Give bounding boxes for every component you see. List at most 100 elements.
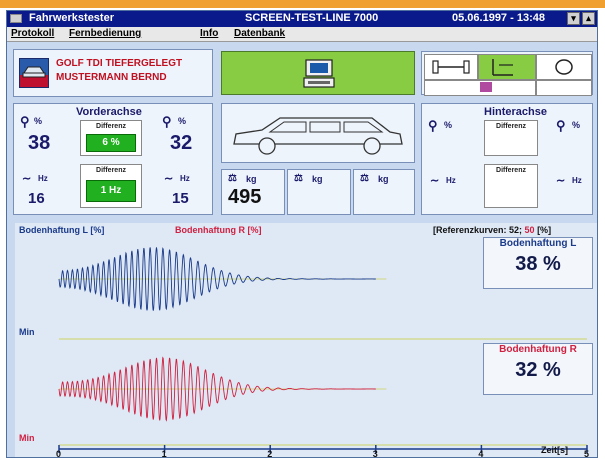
weight-rear-box: ⚖ kg: [287, 169, 351, 215]
weight-front-icon: ⚖: [228, 173, 237, 184]
rear-axle-panel: Hinterachse ⚲ % ⚲ % Differenz ∼ Hz ∼ Hz …: [421, 103, 593, 215]
center-title: SCREEN-TEST-LINE 7000: [245, 12, 379, 24]
reference-label: [Referenzkurven: 52; 50 [%]: [433, 225, 551, 235]
system-menu-button[interactable]: [10, 14, 22, 23]
rear-frequency-left-icon: ∼: [430, 175, 440, 187]
system-status-panel: [221, 51, 415, 95]
top-accent-bar: [0, 0, 605, 8]
maximize-button[interactable]: ▴: [582, 12, 595, 25]
menu-info[interactable]: Info: [200, 28, 219, 39]
vehicle-owner: MUSTERMANN BERND: [56, 72, 167, 83]
reference-separator: ;: [519, 225, 525, 235]
front-right-hz: 15: [172, 190, 189, 207]
front-axle-title: Vorderachse: [76, 106, 142, 118]
rear-left-percent-unit: %: [444, 120, 453, 130]
weight-front-unit: kg: [246, 174, 257, 184]
result-right-label: Bodenhaftung R: [499, 344, 577, 355]
suspension-icon: [492, 59, 513, 76]
rear-axle-title: Hinterachse: [484, 106, 547, 118]
rear-diff-label: Differenz: [496, 123, 526, 130]
wheel-icon: [555, 59, 573, 75]
trace-left: [58, 247, 376, 311]
app-title: Fahrwerkstester: [29, 12, 114, 24]
rear-damping-right-icon: ⚲: [556, 118, 566, 133]
legend-left: Bodenhaftung L [%]: [19, 225, 105, 235]
vehicle-model: GOLF TDI TIEFERGELEGT: [56, 58, 183, 69]
x-axis-label: Zeit[s]: [541, 445, 568, 455]
rear-diff-hz-box: Differenz: [484, 164, 538, 208]
maximize-icon: ▴: [586, 13, 591, 23]
frequency-right-icon: ∼: [164, 173, 174, 185]
damping-left-icon: ⚲: [20, 114, 30, 129]
legend-right: Bodenhaftung R [%]: [175, 225, 262, 235]
rear-damping-left-icon: ⚲: [428, 118, 438, 133]
x-tick-label-1: 1: [162, 449, 167, 457]
mode-indicator-right: [536, 80, 592, 96]
rear-frequency-right-icon: ∼: [556, 175, 566, 187]
front-left-hz-unit: Hz: [38, 174, 48, 183]
minimize-icon: ▾: [571, 13, 576, 23]
front-right-percent: 32: [170, 132, 193, 154]
rear-diff-percent-box: Differenz: [484, 120, 538, 156]
chart-area: Bodenhaftung L [%] Bodenhaftung R [%] [R…: [15, 223, 597, 457]
chart-canvas: 0 1 2 3 4 5: [56, 247, 589, 457]
menu-fernbedienung[interactable]: Fernbedienung: [69, 28, 142, 39]
mode-wheel-button[interactable]: [536, 54, 592, 80]
damping-right-icon: ⚲: [162, 114, 172, 129]
mode-axle-button[interactable]: [424, 54, 478, 80]
axle-icon: [432, 60, 470, 74]
title-bar: Fahrwerkstester SCREEN-TEST-LINE 7000 05…: [7, 11, 597, 27]
result-left-box: Bodenhaftung L 38 %: [483, 237, 593, 289]
min-label-right: Min: [19, 433, 35, 443]
front-diff-label: Differenz: [96, 123, 126, 130]
front-diff-percent: 6 %: [86, 134, 136, 152]
mode-toolbar: [421, 51, 593, 96]
weight-total-unit: kg: [378, 174, 389, 184]
mode-marker: [480, 82, 492, 92]
result-right-value: 32 %: [515, 359, 561, 381]
x-tick-label-2: 2: [267, 449, 272, 457]
reference-suffix: [%]: [534, 225, 552, 235]
front-diff-hz: 1 Hz: [86, 180, 136, 202]
station-wagon-icon: [233, 117, 403, 155]
result-left-label: Bodenhaftung L: [499, 238, 577, 249]
x-tick-label-5: 5: [584, 449, 589, 457]
minimize-button[interactable]: ▾: [567, 12, 580, 25]
front-left-percent-unit: %: [34, 116, 43, 126]
vehicle-info-panel: GOLF TDI TIEFERGELEGT MUSTERMANN BERND: [13, 49, 213, 97]
rear-right-percent-unit: %: [572, 120, 581, 130]
weight-rear-icon: ⚖: [294, 173, 303, 184]
trace-right: [58, 356, 376, 422]
mode-suspension-button[interactable]: [478, 54, 536, 80]
front-right-hz-unit: Hz: [180, 174, 190, 183]
rear-right-hz-unit: Hz: [572, 176, 582, 185]
weight-rear-unit: kg: [312, 174, 323, 184]
menu-bar: Protokoll Fernbedienung Info Datenbank: [7, 27, 597, 42]
weight-total-icon: ⚖: [360, 173, 369, 184]
front-right-percent-unit: %: [178, 116, 187, 126]
weight-total-box: ⚖ kg: [353, 169, 415, 215]
weight-front-value: 495: [228, 186, 262, 208]
rear-left-hz-unit: Hz: [446, 176, 456, 185]
menu-protokoll[interactable]: Protokoll: [11, 28, 55, 39]
datetime: 05.06.1997 - 13:48: [452, 12, 545, 24]
front-diff-hz-label: Differenz: [96, 167, 126, 174]
reference-prefix: [Referenzkurven:: [433, 225, 510, 235]
x-tick-label-3: 3: [373, 449, 378, 457]
frequency-left-icon: ∼: [22, 173, 32, 185]
front-left-percent: 38: [28, 132, 51, 154]
x-tick-label-0: 0: [56, 449, 61, 457]
car-lift-icon: [19, 58, 49, 88]
x-tick-label-4: 4: [478, 449, 483, 457]
front-axle-panel: Vorderachse ⚲ % 38 ⚲ % 32 Differenz 6 % …: [13, 103, 213, 215]
menu-datenbank[interactable]: Datenbank: [234, 28, 286, 39]
app-window: Fahrwerkstester SCREEN-TEST-LINE 7000 05…: [6, 10, 598, 458]
reference-right-value: 50: [524, 225, 535, 235]
computer-icon: [303, 59, 335, 88]
rear-diff-hz-label: Differenz: [496, 167, 526, 174]
min-label-left: Min: [19, 327, 35, 337]
car-side-panel: [221, 103, 415, 163]
weight-front-box: ⚖ kg 495: [221, 169, 285, 215]
result-right-box: Bodenhaftung R 32 %: [483, 343, 593, 395]
reference-left-value: 52: [509, 225, 520, 235]
